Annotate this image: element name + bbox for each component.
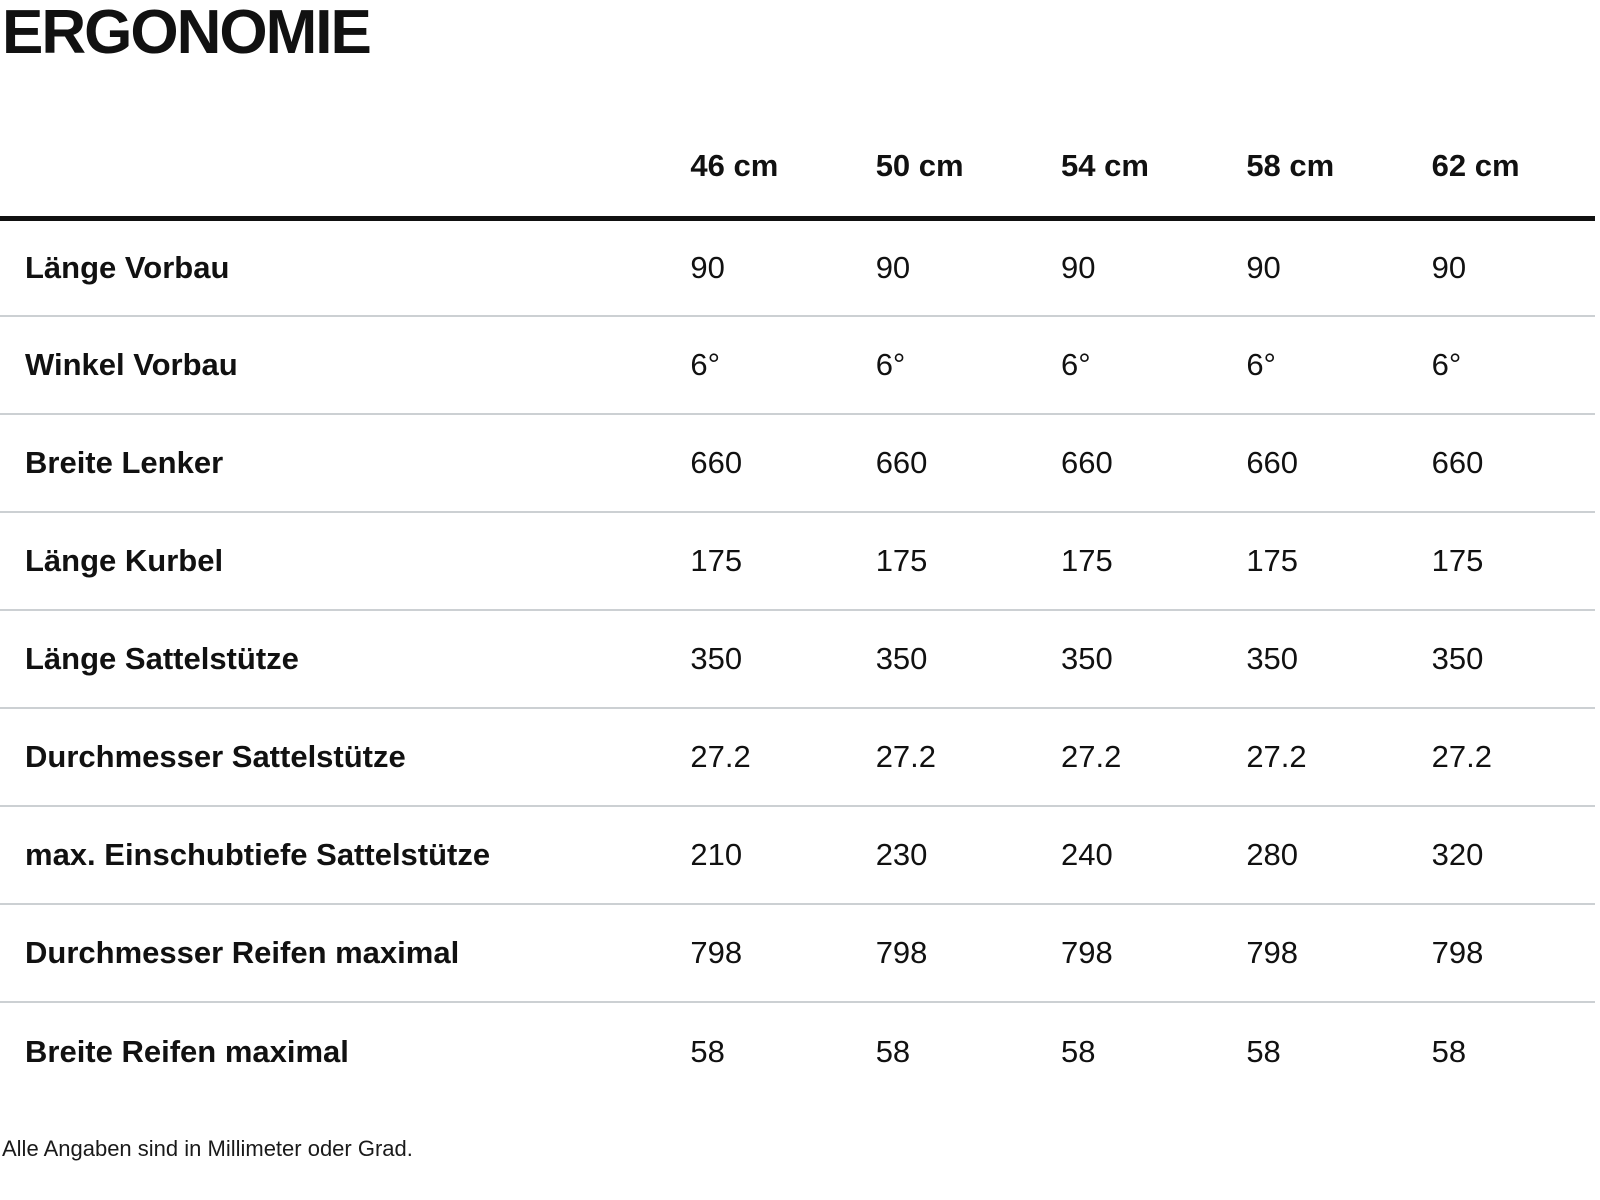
cell-value: 27.2 xyxy=(1246,739,1307,774)
cell-value: 350 xyxy=(1246,641,1299,676)
cell-value: 798 xyxy=(1246,935,1299,970)
table-row: Breite Lenker 660 660 660 660 660 xyxy=(0,414,1595,512)
column-header-size: 46 cm xyxy=(690,147,779,183)
cell-value: 350 xyxy=(690,641,743,676)
column-header-empty xyxy=(0,124,668,218)
ergonomics-table: 46 cm 50 cm 54 cm 58 cm 62 cm Länge Vorb… xyxy=(0,124,1595,1100)
row-label: Länge Kurbel xyxy=(25,543,224,578)
cell-value: 58 xyxy=(1431,1033,1467,1069)
column-header-size: 58 cm xyxy=(1246,147,1335,183)
table-row: Breite Reifen maximal 58 58 58 58 58 xyxy=(0,1002,1595,1100)
row-label: Winkel Vorbau xyxy=(25,347,238,382)
row-label: Breite Reifen maximal xyxy=(25,1033,349,1069)
cell-value: 27.2 xyxy=(1431,739,1492,774)
cell-value: 350 xyxy=(1431,641,1484,676)
cell-value: 660 xyxy=(875,445,928,480)
table-row: max. Einschubtiefe Sattelstütze 210 230 … xyxy=(0,806,1595,904)
table-header-row: 46 cm 50 cm 54 cm 58 cm 62 cm xyxy=(0,124,1595,218)
cell-value: 90 xyxy=(690,249,725,285)
row-label: max. Einschubtiefe Sattelstütze xyxy=(25,837,491,872)
cell-value: 660 xyxy=(1246,445,1299,480)
cell-value: 798 xyxy=(875,935,928,970)
row-label: Durchmesser Reifen maximal xyxy=(25,935,460,970)
cell-value: 660 xyxy=(1431,445,1484,480)
cell-value: 27.2 xyxy=(1061,739,1122,774)
row-label: Länge Sattelstütze xyxy=(25,641,299,676)
cell-value: 27.2 xyxy=(690,739,751,774)
cell-value: 230 xyxy=(875,837,928,872)
cell-value: 90 xyxy=(1061,249,1096,285)
table-row: Länge Sattelstütze 350 350 350 350 350 xyxy=(0,610,1595,708)
table-row: Winkel Vorbau 6° 6° 6° 6° 6° xyxy=(0,316,1595,414)
cell-value: 58 xyxy=(875,1033,911,1069)
cell-value: 320 xyxy=(1431,837,1484,872)
cell-value: 90 xyxy=(1246,249,1281,285)
cell-value: 660 xyxy=(690,445,743,480)
cell-value: 175 xyxy=(690,543,743,578)
cell-value: 210 xyxy=(690,837,743,872)
cell-value: 6° xyxy=(875,347,906,382)
cell-value: 175 xyxy=(1061,543,1113,578)
cell-value: 58 xyxy=(690,1033,725,1069)
cell-value: 27.2 xyxy=(875,739,937,774)
cell-value: 350 xyxy=(1061,641,1113,676)
column-header-size: 50 cm xyxy=(875,147,964,183)
cell-value: 6° xyxy=(1246,347,1276,382)
cell-value: 798 xyxy=(1431,935,1484,970)
cell-value: 58 xyxy=(1246,1033,1281,1069)
table-row: Durchmesser Sattelstütze 27.2 27.2 27.2 … xyxy=(0,708,1595,806)
cell-value: 6° xyxy=(690,347,721,382)
cell-value: 240 xyxy=(1061,837,1113,872)
cell-value: 6° xyxy=(1431,347,1462,382)
units-footnote: Alle Angaben sind in Millimeter oder Gra… xyxy=(2,1136,413,1161)
cell-value: 175 xyxy=(875,543,928,578)
cell-value: 90 xyxy=(875,249,911,285)
cell-value: 175 xyxy=(1246,543,1299,578)
cell-value: 175 xyxy=(1431,543,1484,578)
cell-value: 90 xyxy=(1431,249,1467,285)
page-title: ERGONOMIE xyxy=(2,0,372,67)
row-label: Durchmesser Sattelstütze xyxy=(25,739,406,774)
cell-value: 798 xyxy=(1061,935,1113,970)
row-label: Breite Lenker xyxy=(25,445,224,480)
table-row: Länge Kurbel 175 175 175 175 175 xyxy=(0,512,1595,610)
cell-value: 6° xyxy=(1061,347,1091,382)
column-header-size: 54 cm xyxy=(1061,147,1149,183)
table-row: Länge Vorbau 90 90 90 90 90 xyxy=(0,218,1595,316)
cell-value: 280 xyxy=(1246,837,1299,872)
column-header-size: 62 cm xyxy=(1431,147,1520,183)
table-row: Durchmesser Reifen maximal 798 798 798 7… xyxy=(0,904,1595,1002)
cell-value: 798 xyxy=(690,935,743,970)
cell-value: 58 xyxy=(1061,1033,1096,1069)
cell-value: 350 xyxy=(875,641,928,676)
row-label: Länge Vorbau xyxy=(25,249,230,285)
cell-value: 660 xyxy=(1061,445,1113,480)
